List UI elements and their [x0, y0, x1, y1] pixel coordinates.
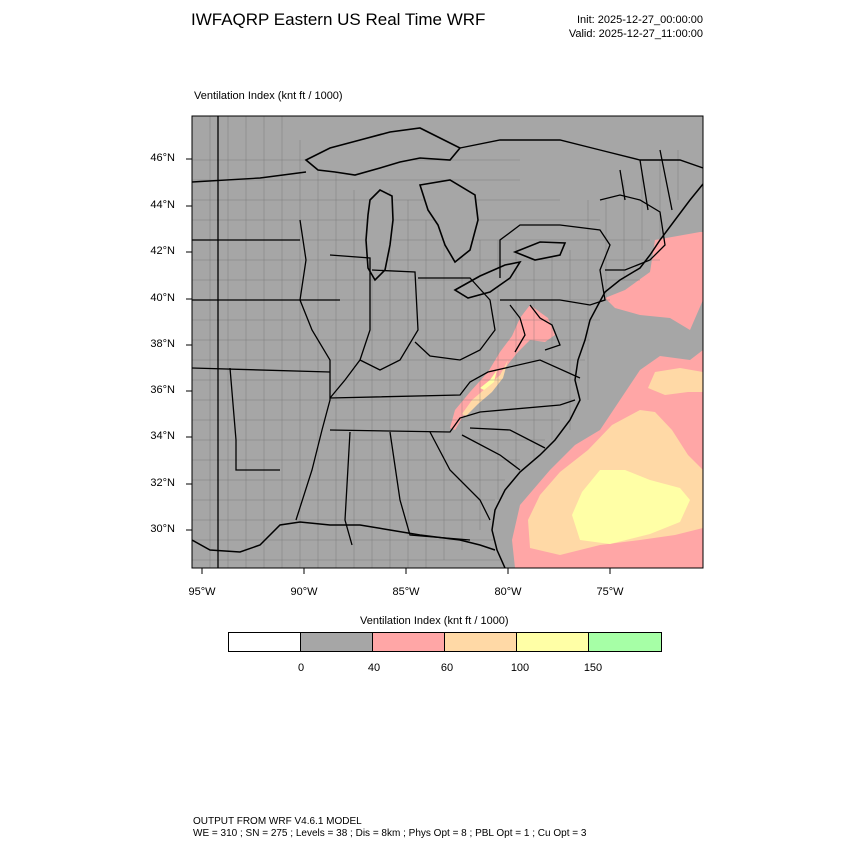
colorbar-cell-100-150: [517, 633, 589, 651]
valid-time: Valid: 2025-12-27_11:00:00: [568, 28, 703, 40]
lat-label-36n: 36°N: [150, 384, 175, 396]
colorbar-cell-0-40: [301, 633, 373, 651]
coastline: [192, 183, 703, 568]
county-grid: [192, 116, 679, 568]
lake-superior: [304, 127, 462, 176]
lat-label-40n: 40°N: [150, 292, 175, 304]
colorbar-cell-below-0: [229, 633, 301, 651]
shading-orange-offshore: [648, 368, 703, 395]
ventilation-shading: [450, 232, 703, 568]
state-borders: [192, 116, 673, 568]
colorbar-tick-150: 150: [583, 662, 603, 674]
lat-label-34n: 34°N: [150, 430, 175, 442]
colorbar-tick-100: 100: [510, 662, 530, 674]
colorbar-tick-0: 0: [297, 662, 305, 674]
shading-yellow-appalachian: [480, 370, 497, 390]
lake-erie: [453, 260, 522, 299]
init-time: Init: 2025-12-27_00:00:00: [577, 14, 703, 26]
colorbar-tick-40: 40: [367, 662, 381, 674]
canada-border: [192, 139, 703, 183]
shading-yellow-south: [572, 470, 690, 544]
colorbar-title: Ventilation Index (knt ft / 1000): [360, 615, 509, 627]
footer-model-info: OUTPUT FROM WRF V4.6.1 MODEL: [193, 816, 362, 827]
lon-label-80w: 80°W: [494, 586, 522, 598]
colorbar-cell-60-100: [445, 633, 517, 651]
lat-label-30n: 30°N: [150, 523, 175, 535]
lat-label-38n: 38°N: [150, 338, 175, 350]
lon-label-75w: 75°W: [596, 586, 624, 598]
colorbar-cell-above-150: [589, 633, 661, 651]
lon-label-85w: 85°W: [392, 586, 420, 598]
colorbar-tick-60: 60: [440, 662, 454, 674]
lat-label-46n: 46°N: [150, 152, 175, 164]
lat-label-32n: 32°N: [150, 477, 175, 489]
lake-huron: [418, 179, 479, 264]
page-title: IWFAQRP Eastern US Real Time WRF: [191, 10, 486, 29]
lon-label-95w: 95°W: [188, 586, 216, 598]
shading-orange-appalachian: [462, 360, 508, 416]
colorbar: [228, 632, 662, 652]
lake-ontario: [512, 241, 567, 261]
colorbar-cell-40-60: [373, 633, 445, 651]
lon-label-90w: 90°W: [290, 586, 318, 598]
map-frame: [191, 115, 704, 569]
footer-model-options: WE = 310 ; SN = 275 ; Levels = 38 ; Dis …: [193, 828, 587, 839]
axis-ticks: [186, 158, 611, 574]
map-field-label: Ventilation Index (knt ft / 1000): [194, 90, 343, 102]
lat-label-44n: 44°N: [150, 199, 175, 211]
shading-pink-northeast: [605, 232, 703, 330]
lat-label-42n: 42°N: [150, 245, 175, 257]
